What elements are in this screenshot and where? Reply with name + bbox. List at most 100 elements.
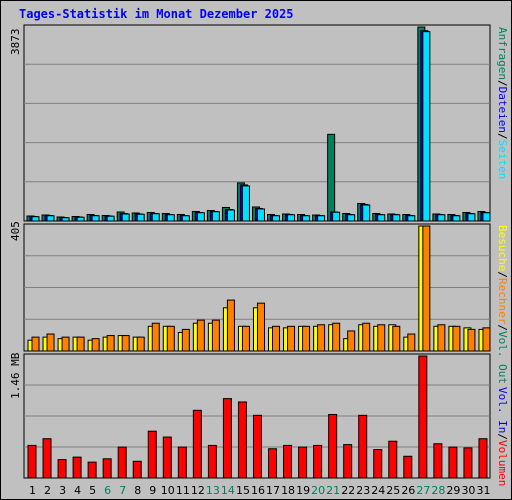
bar-volumen-day-5 (87, 461, 97, 479)
bar-rechner-day-27 (422, 225, 431, 352)
legend-sep: / (496, 132, 509, 140)
bar-rechner-day-8 (136, 336, 145, 352)
x-tick-label: 21 (326, 484, 340, 497)
bar-seiten-day-22 (347, 214, 356, 222)
bar-seiten-day-1 (31, 216, 40, 222)
bar-volumen-day-15 (237, 401, 247, 479)
x-tick-label: 11 (176, 484, 190, 497)
x-tick-label: 15 (236, 484, 250, 497)
bar-volumen-day-9 (147, 430, 157, 479)
bot-ymax-label: 1.46 MB (9, 352, 22, 399)
legend-sites: Rechner (496, 277, 509, 325)
bar-rechner-day-28 (437, 324, 446, 352)
bar-volumen-day-30 (463, 447, 473, 479)
bar-rechner-day-3 (61, 336, 70, 352)
bar-rechner-day-14 (226, 299, 235, 352)
legend-sep: / (496, 324, 509, 331)
legend-sep: / (496, 271, 509, 278)
x-tick-label: 26 (401, 484, 415, 497)
bar-volumen-day-2 (42, 438, 52, 479)
bar-volumen-day-3 (57, 459, 67, 479)
bar-rechner-day-26 (407, 333, 416, 352)
bar-seiten-day-26 (407, 215, 416, 222)
bar-seiten-day-30 (467, 213, 476, 222)
bar-volumen-day-16 (252, 414, 262, 479)
x-tick-label: 6 (104, 484, 111, 497)
bar-seiten-day-17 (272, 215, 281, 222)
bar-seiten-day-4 (76, 216, 85, 222)
legend-sep: / (496, 433, 509, 440)
bar-volumen-day-27 (418, 355, 428, 479)
bar-rechner-day-24 (377, 324, 386, 352)
bar-seiten-day-23 (362, 204, 371, 222)
bar-rechner-day-15 (241, 325, 250, 352)
x-tick-label: 1 (29, 484, 36, 497)
x-tick-label: 24 (371, 484, 385, 497)
bar-volumen-day-11 (177, 446, 187, 479)
bar-volumen-day-24 (373, 449, 383, 479)
bar-seiten-day-29 (452, 215, 461, 222)
mid-legend: Besuche/Rechner/Vol. Out (496, 225, 509, 384)
bar-rechner-day-10 (166, 325, 175, 352)
x-tick-label: 25 (386, 484, 400, 497)
x-tick-label: 17 (266, 484, 280, 497)
bar-rechner-day-30 (467, 328, 476, 352)
bar-rechner-day-12 (196, 319, 205, 352)
x-tick-label: 14 (221, 484, 235, 497)
bar-volumen-day-7 (117, 446, 127, 479)
bar-rechner-day-11 (181, 328, 190, 352)
x-tick-label: 29 (446, 484, 460, 497)
plot-area (23, 24, 491, 222)
mid-ymax-label: 405 (9, 221, 22, 241)
bar-volumen-day-26 (403, 455, 413, 479)
x-tick-label: 13 (206, 484, 220, 497)
bar-volumen-day-31 (478, 438, 488, 479)
legend-sep: / (496, 79, 509, 87)
bar-seiten-day-15 (241, 185, 250, 222)
bar-volumen-day-10 (162, 436, 172, 479)
bar-rechner-day-1 (31, 336, 40, 352)
legend-volin: Vol. In (496, 387, 509, 434)
bar-seiten-day-21 (332, 211, 341, 222)
x-tick-label: 18 (281, 484, 295, 497)
bar-seiten-day-28 (437, 214, 446, 222)
legend-pages: Seiten (496, 139, 509, 180)
bar-rechner-day-17 (272, 325, 281, 352)
bar-volumen-day-18 (283, 444, 293, 479)
bar-volumen-day-19 (298, 446, 308, 479)
bar-seiten-day-24 (377, 214, 386, 222)
bar-rechner-day-31 (482, 327, 491, 352)
bar-rechner-day-5 (91, 338, 100, 352)
bar-anfragen-day-21 (327, 133, 336, 222)
bar-seiten-day-13 (211, 211, 220, 222)
bar-volumen-day-12 (192, 409, 202, 479)
bar-volumen-day-21 (328, 413, 338, 479)
bar-rechner-day-20 (317, 324, 326, 352)
bar-rechner-day-19 (302, 325, 311, 352)
x-tick-label: 4 (74, 484, 81, 497)
bar-seiten-day-25 (392, 214, 401, 222)
bar-seiten-day-19 (302, 215, 311, 222)
legend-volout: Vol. Out (496, 330, 509, 384)
legend-files: Dateien (496, 86, 509, 133)
bar-volumen-day-28 (433, 443, 443, 479)
chart-title: Tages-Statistik im Monat Dezember 2025 (19, 7, 294, 21)
bar-rechner-day-9 (151, 322, 160, 352)
bar-volumen-day-14 (222, 398, 232, 479)
bar-volumen-day-20 (313, 444, 323, 479)
x-tick-label: 19 (296, 484, 310, 497)
x-tick-label: 12 (191, 484, 205, 497)
bar-seiten-day-14 (226, 209, 235, 222)
bar-seiten-day-8 (136, 213, 145, 222)
x-tick-label: 16 (251, 484, 265, 497)
x-tick-label: 5 (89, 484, 96, 497)
x-tick-label: 2 (44, 484, 51, 497)
bar-volumen-day-8 (132, 460, 142, 479)
bar-rechner-day-6 (106, 335, 115, 352)
bar-seiten-day-27 (422, 31, 431, 222)
bar-volumen-day-29 (448, 446, 458, 479)
legend-hits: Anfragen (496, 27, 509, 80)
x-tick-label: 30 (461, 484, 475, 497)
bar-seiten-day-16 (256, 208, 265, 222)
